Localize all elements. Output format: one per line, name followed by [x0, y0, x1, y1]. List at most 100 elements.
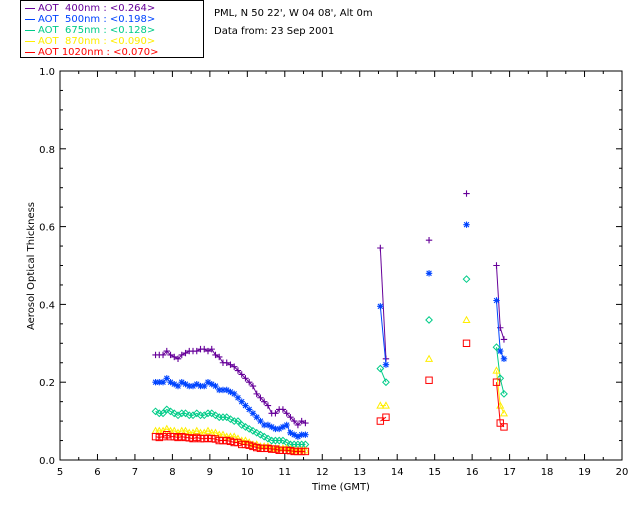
legend-swatch [25, 40, 35, 42]
data-point-plus [174, 355, 182, 363]
data-point-diamond [170, 409, 179, 418]
data-point-plus [159, 351, 167, 359]
legend: AOT 400nm : <0.264> AOT 500nm : <0.198> AO… [20, 0, 204, 58]
y-axis-label: Aerosol Optical Thickness [26, 202, 37, 330]
data-point-diamond [166, 407, 175, 416]
data-point-diamond [192, 409, 201, 418]
data-point-square [271, 445, 280, 453]
data-point-star [425, 270, 433, 277]
data-point-square [282, 446, 291, 454]
data-point-diamond [151, 407, 160, 416]
data-point-diamond [376, 364, 385, 373]
series-line [379, 247, 387, 359]
series-line [495, 347, 505, 394]
data-point-star [208, 380, 215, 388]
data-point-star [189, 382, 197, 390]
data-point-plus [425, 237, 433, 244]
data-point-plus [257, 394, 264, 401]
data-point-square [294, 447, 302, 456]
data-point-star [216, 386, 223, 394]
data-point-star [182, 380, 189, 388]
data-point-square [297, 447, 306, 456]
data-point-plus [260, 398, 268, 405]
data-point-square [200, 434, 208, 443]
y-tick-label: 0.8 [39, 145, 55, 156]
data-point-triangle [286, 444, 295, 453]
data-point-square [279, 446, 287, 454]
data-point-diamond [222, 413, 231, 422]
data-point-diamond [189, 411, 197, 420]
data-point-plus [223, 359, 230, 366]
data-point-diamond [234, 417, 242, 426]
data-point-plus [242, 375, 249, 382]
data-point-star [275, 425, 283, 433]
data-point-plus [279, 406, 287, 413]
data-point-star [242, 402, 249, 409]
data-point-star [283, 421, 290, 429]
x-tick-label: 17 [503, 467, 516, 478]
x-axis-label: Time (GMT) [311, 482, 370, 493]
data-point-plus [246, 379, 253, 386]
data-point-triangle [192, 426, 201, 434]
data-point-diamond [226, 415, 235, 424]
data-point-plus [253, 390, 260, 398]
data-point-square [376, 417, 385, 425]
data-point-star [302, 431, 309, 438]
data-point-plus [302, 419, 309, 427]
data-point-plus [201, 345, 208, 353]
data-point-diamond [382, 378, 390, 387]
data-point-star [193, 380, 200, 388]
data-point-plus [463, 190, 470, 197]
legend-label: AOT 400nm : <0.264> [38, 3, 156, 14]
data-point-diamond [500, 389, 508, 398]
legend-entry: AOT 675nm : <0.128> [25, 25, 155, 36]
data-point-square [163, 431, 171, 439]
data-point-plus [182, 349, 189, 357]
data-point-plus [238, 371, 245, 378]
data-point-plus [283, 410, 290, 417]
legend-entry: AOT 400nm : <0.264> [25, 3, 155, 14]
data-point-plus [171, 353, 178, 361]
data-point-plus [264, 402, 272, 409]
data-point-square [174, 433, 182, 442]
x-tick-label: 16 [466, 467, 479, 478]
data-point-square [264, 444, 272, 453]
data-point-square [166, 432, 175, 441]
data-point-square [193, 433, 201, 442]
data-point-square [155, 433, 163, 442]
data-point-square [382, 413, 390, 421]
data-point-star [260, 421, 268, 429]
data-point-square [189, 434, 197, 443]
data-point-plus [193, 347, 200, 355]
data-point-square [211, 435, 220, 443]
data-point-plus [500, 336, 508, 343]
x-tick-label: 7 [132, 467, 138, 478]
x-tick-label: 15 [428, 467, 441, 478]
data-point-diamond [496, 374, 505, 383]
data-point-square [249, 442, 257, 451]
data-point-star [290, 431, 298, 438]
data-point-triangle [282, 444, 291, 452]
data-point-diamond [279, 436, 287, 445]
data-point-triangle [376, 401, 385, 409]
series-0 [152, 190, 508, 429]
legend-label: AOT 500nm : <0.198> [38, 14, 156, 25]
data-point-diamond [492, 343, 501, 352]
data-point-star [253, 414, 260, 421]
data-point-plus [227, 361, 234, 368]
data-point-star [257, 417, 264, 425]
location-info: PML, N 50 22', W 04 08', Alt 0m [214, 8, 373, 19]
x-tick-label: 9 [207, 467, 213, 478]
data-point-diamond [260, 432, 269, 441]
data-point-square [170, 432, 178, 441]
data-point-diamond [264, 434, 272, 443]
data-point-diamond [237, 421, 246, 429]
legend-label: AOT 870nm : <0.090> [38, 36, 156, 47]
data-point-plus [294, 421, 302, 429]
data-point-triangle [233, 434, 243, 442]
data-point-plus [204, 347, 212, 355]
data-point-star [159, 379, 167, 386]
data-point-diamond [181, 409, 190, 418]
data-point-diamond [207, 409, 216, 418]
